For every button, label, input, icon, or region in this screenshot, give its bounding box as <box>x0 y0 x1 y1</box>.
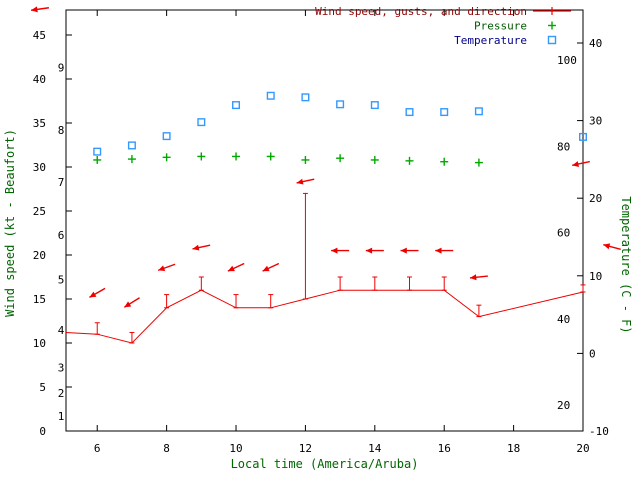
svg-text:8: 8 <box>163 442 170 455</box>
svg-text:40: 40 <box>33 73 46 86</box>
svg-text:80: 80 <box>557 140 570 153</box>
svg-text:Temperature: Temperature <box>454 34 527 47</box>
svg-text:7: 7 <box>58 176 65 189</box>
svg-text:35: 35 <box>33 117 46 130</box>
svg-text:20: 20 <box>589 192 602 205</box>
svg-text:12: 12 <box>299 442 312 455</box>
svg-text:45: 45 <box>33 29 46 42</box>
svg-text:60: 60 <box>557 227 570 240</box>
svg-text:0: 0 <box>589 347 596 360</box>
svg-text:Local time (America/Aruba): Local time (America/Aruba) <box>231 457 419 471</box>
svg-text:5: 5 <box>39 381 46 394</box>
legend: Wind speed, gusts, and direction Pressure… <box>315 5 571 47</box>
svg-text:10: 10 <box>229 442 242 455</box>
svg-text:0: 0 <box>39 425 46 438</box>
svg-text:18: 18 <box>507 442 520 455</box>
svg-text:Wind speed, gusts, and directi: Wind speed, gusts, and direction <box>315 5 527 18</box>
svg-text:20: 20 <box>557 399 570 412</box>
svg-text:10: 10 <box>589 270 602 283</box>
temperature-series <box>93 91 588 156</box>
pressure-series <box>93 152 483 167</box>
svg-text:3: 3 <box>58 362 65 375</box>
svg-text:-10: -10 <box>589 425 609 438</box>
svg-text:Wind speed (kt - Beaufort): Wind speed (kt - Beaufort) <box>3 129 17 317</box>
svg-text:20: 20 <box>33 249 46 262</box>
svg-text:1: 1 <box>58 410 65 423</box>
svg-text:Pressure: Pressure <box>474 20 527 33</box>
svg-text:20: 20 <box>576 442 589 455</box>
svg-text:25: 25 <box>33 205 46 218</box>
svg-text:40: 40 <box>557 313 570 326</box>
svg-text:10: 10 <box>33 337 46 350</box>
y-axis-right: -10 0 10 20 30 40 20 40 60 80 100 Temperature (C - … <box>557 37 633 438</box>
svg-text:8: 8 <box>58 124 65 137</box>
svg-text:16: 16 <box>438 442 451 455</box>
svg-text:40: 40 <box>589 37 602 50</box>
svg-text:5: 5 <box>58 274 65 287</box>
svg-text:30: 30 <box>589 115 602 128</box>
wind-direction-arrows <box>30 6 621 308</box>
svg-text:14: 14 <box>368 442 382 455</box>
plot-border <box>65 9 584 432</box>
wind-series <box>65 192 586 344</box>
svg-text:100: 100 <box>557 54 577 67</box>
svg-text:30: 30 <box>33 161 46 174</box>
svg-text:2: 2 <box>58 387 65 400</box>
svg-text:4: 4 <box>58 324 65 337</box>
svg-text:6: 6 <box>94 442 101 455</box>
svg-text:Temperature (C - F): Temperature (C - F) <box>619 196 633 333</box>
x-axis: 6 8 10 12 14 16 18 20 Local time (America/Aruba) <box>94 10 590 471</box>
svg-text:6: 6 <box>58 229 65 242</box>
svg-text:9: 9 <box>58 62 65 75</box>
svg-text:15: 15 <box>33 293 46 306</box>
